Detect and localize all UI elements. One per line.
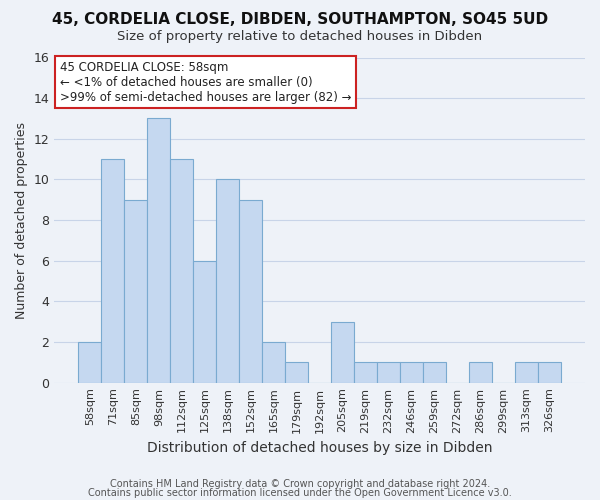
Bar — [262, 342, 285, 382]
Bar — [148, 118, 170, 382]
Text: 45 CORDELIA CLOSE: 58sqm
← <1% of detached houses are smaller (0)
>99% of semi-d: 45 CORDELIA CLOSE: 58sqm ← <1% of detach… — [59, 61, 351, 104]
Bar — [216, 180, 239, 382]
Bar — [193, 260, 216, 382]
Bar — [101, 159, 124, 382]
Text: Size of property relative to detached houses in Dibden: Size of property relative to detached ho… — [118, 30, 482, 43]
Bar — [285, 362, 308, 382]
Text: 45, CORDELIA CLOSE, DIBDEN, SOUTHAMPTON, SO45 5UD: 45, CORDELIA CLOSE, DIBDEN, SOUTHAMPTON,… — [52, 12, 548, 28]
Bar — [400, 362, 423, 382]
Bar — [515, 362, 538, 382]
Bar — [239, 200, 262, 382]
Bar — [423, 362, 446, 382]
Text: Contains HM Land Registry data © Crown copyright and database right 2024.: Contains HM Land Registry data © Crown c… — [110, 479, 490, 489]
Bar — [170, 159, 193, 382]
X-axis label: Distribution of detached houses by size in Dibden: Distribution of detached houses by size … — [147, 441, 493, 455]
Y-axis label: Number of detached properties: Number of detached properties — [15, 122, 28, 318]
Bar — [469, 362, 492, 382]
Bar — [331, 322, 354, 382]
Bar — [377, 362, 400, 382]
Bar — [124, 200, 148, 382]
Bar — [354, 362, 377, 382]
Bar — [538, 362, 561, 382]
Text: Contains public sector information licensed under the Open Government Licence v3: Contains public sector information licen… — [88, 488, 512, 498]
Bar — [79, 342, 101, 382]
